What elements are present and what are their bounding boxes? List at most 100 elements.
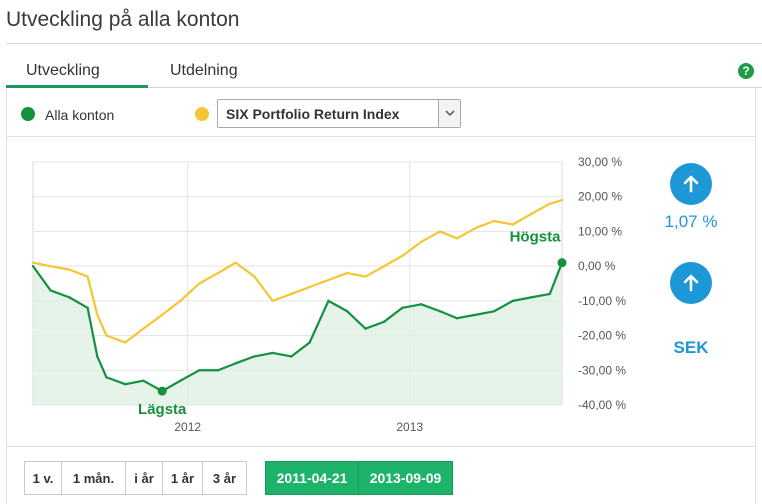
data-point-alla-konton xyxy=(346,310,349,313)
data-point-alla-konton xyxy=(438,310,442,313)
data-point-alla-konton xyxy=(511,299,515,303)
data-point-alla-konton xyxy=(308,341,311,344)
y-tick-label: 0,00 % xyxy=(578,259,616,273)
data-point-alla-konton xyxy=(290,355,293,358)
data-point-alla-konton xyxy=(124,382,127,386)
data-point-alla-konton xyxy=(142,379,145,382)
data-point-six-index xyxy=(438,230,442,233)
data-point-six-index xyxy=(511,223,515,226)
data-point-alla-konton xyxy=(474,313,478,316)
data-point-six-index xyxy=(179,299,182,303)
data-point-alla-konton xyxy=(234,362,237,365)
data-point-alla-konton xyxy=(216,369,220,372)
data-point-six-index xyxy=(529,212,533,216)
data-point-alla-konton xyxy=(364,327,367,330)
data-point-alla-konton xyxy=(271,351,274,355)
legend-label-all-accounts: Alla konton xyxy=(45,107,115,123)
data-point-alla-konton xyxy=(179,379,182,382)
tab-utveckling[interactable]: Utveckling xyxy=(26,62,100,79)
range-1-year-button[interactable]: 1 år xyxy=(162,461,203,495)
data-point-six-index xyxy=(474,226,478,230)
chart-panel xyxy=(6,88,756,504)
y-tick-label: -40,00 % xyxy=(578,398,626,412)
data-point-six-index xyxy=(198,282,201,285)
low-point-label: Lägsta xyxy=(138,401,187,418)
data-point-alla-konton xyxy=(327,299,330,303)
y-tick-label: -10,00 % xyxy=(578,294,626,308)
line-chart: 30,00 % 20,00 % 10,00 % 0,00 % -10,00 % -20,0… xyxy=(31,155,626,434)
data-point-six-index xyxy=(346,271,349,275)
data-point-six-index xyxy=(327,278,330,282)
data-point-alla-konton xyxy=(420,303,423,306)
range-divider xyxy=(6,446,756,447)
data-point-alla-konton xyxy=(198,369,201,372)
data-point-alla-konton xyxy=(548,292,552,296)
data-point-alla-konton xyxy=(401,306,404,309)
y-tick-label: 10,00 % xyxy=(578,224,622,238)
data-point-six-index xyxy=(234,261,237,264)
data-point-six-index xyxy=(31,261,35,264)
data-point-six-index xyxy=(290,292,293,296)
help-icon[interactable]: ? xyxy=(738,63,754,79)
x-tick-label: 2013 xyxy=(396,420,423,434)
data-point-alla-konton xyxy=(49,289,52,292)
data-point-alla-konton xyxy=(529,296,533,299)
active-tab-indicator xyxy=(6,85,148,88)
x-tick-label: 2012 xyxy=(174,420,201,434)
index-select-value: SIX Portfolio Return Index xyxy=(226,106,400,122)
data-point-six-index xyxy=(253,275,256,278)
data-point-alla-konton xyxy=(96,355,99,358)
data-point-six-index xyxy=(142,327,145,330)
currency-label: SEK xyxy=(673,338,709,357)
data-point-alla-konton xyxy=(492,310,496,313)
data-point-alla-konton xyxy=(86,306,89,309)
data-point-six-index xyxy=(560,198,564,202)
tabs-divider xyxy=(6,87,762,88)
range-3-year-button[interactable]: 3 år xyxy=(202,461,247,495)
data-point-six-index xyxy=(455,237,459,240)
range-1-month-button[interactable]: 1 mån. xyxy=(61,461,126,495)
series-yellow-dot xyxy=(195,107,209,121)
series-green-dot xyxy=(21,107,35,121)
y-tick-label: 20,00 % xyxy=(578,190,622,204)
index-select[interactable]: SIX Portfolio Return Index xyxy=(217,99,461,128)
range-ytd-button[interactable]: i år xyxy=(125,461,163,495)
data-point-six-index xyxy=(308,285,311,289)
y-tick-label: -20,00 % xyxy=(578,329,626,343)
date-from-button[interactable]: 2011-04-21 xyxy=(265,461,359,495)
arrow-up-icon[interactable] xyxy=(670,163,712,205)
data-point-six-index xyxy=(161,313,164,316)
data-point-alla-konton xyxy=(68,296,71,299)
data-point-six-index xyxy=(86,275,89,278)
legend-divider xyxy=(6,136,756,137)
legend-row: Alla konton SIX Portfolio Return Index xyxy=(6,96,756,136)
data-point-six-index xyxy=(96,313,99,316)
data-point-six-index xyxy=(420,240,423,244)
y-tick-label: 30,00 % xyxy=(578,155,622,169)
tab-utdelning[interactable]: Utdelning xyxy=(170,62,238,79)
range-1-week-button[interactable]: 1 v. xyxy=(24,461,62,495)
data-point-six-index xyxy=(271,299,274,303)
chevron-down-icon[interactable] xyxy=(438,100,460,127)
data-point-six-index xyxy=(383,264,386,268)
data-point-alla-konton xyxy=(31,264,35,268)
y-tick-label: -30,00 % xyxy=(578,363,626,377)
data-point-six-index xyxy=(124,341,127,344)
data-point-six-index xyxy=(105,334,108,337)
data-point-alla-konton xyxy=(455,317,459,320)
data-point-alla-konton xyxy=(105,376,108,379)
high-point-marker xyxy=(557,258,567,268)
data-point-alla-konton xyxy=(253,355,256,358)
arrow-up-icon[interactable] xyxy=(670,262,712,304)
data-point-six-index xyxy=(492,219,496,223)
title-divider xyxy=(6,43,762,44)
low-point-marker xyxy=(157,386,167,396)
data-point-alla-konton xyxy=(383,320,386,323)
date-to-button[interactable]: 2013-09-09 xyxy=(358,461,453,495)
page-title: Utveckling på alla konton xyxy=(6,8,240,31)
data-point-six-index xyxy=(401,254,404,257)
data-point-six-index xyxy=(49,264,52,268)
series-area-alla-konton xyxy=(33,262,562,405)
change-percent: 1,07 % xyxy=(664,212,718,231)
high-point-label: Högsta xyxy=(510,229,561,246)
